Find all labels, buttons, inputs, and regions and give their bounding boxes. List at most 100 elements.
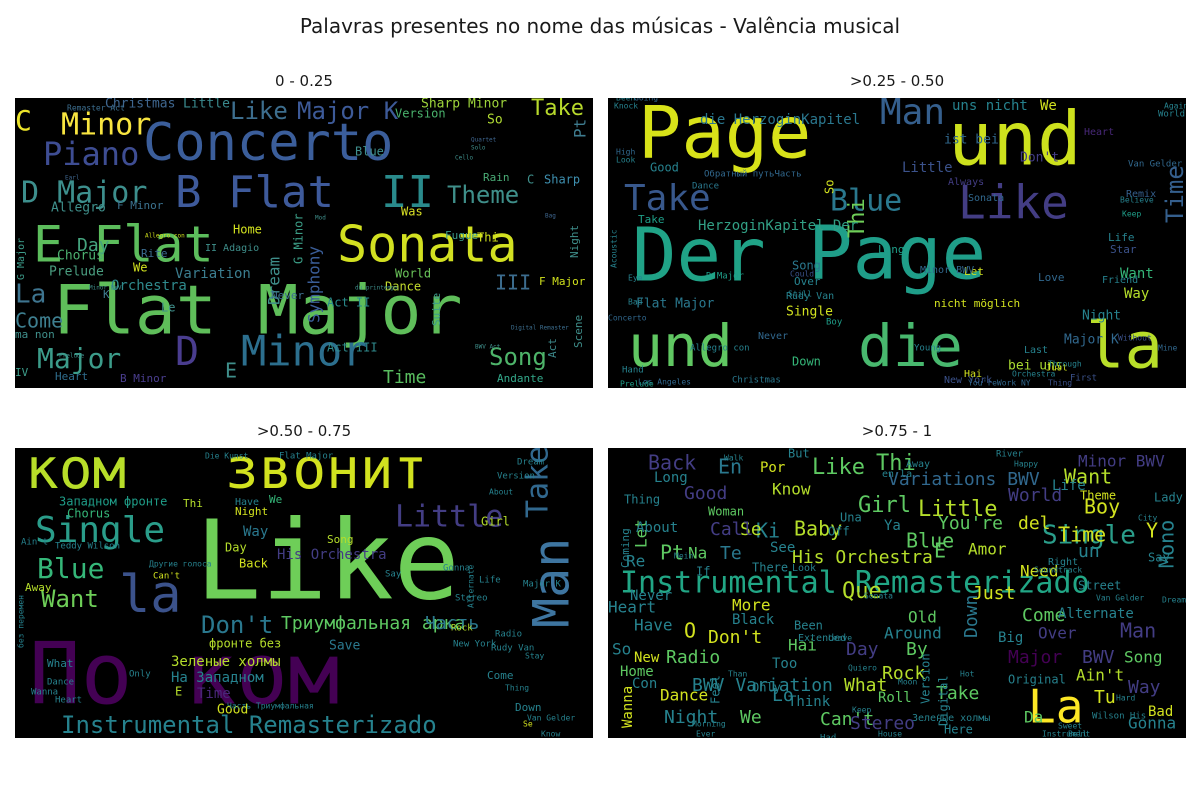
cloud-word: Long	[654, 470, 688, 486]
cloud-word: You'reWork NY	[968, 379, 1031, 388]
cloud-word: Know	[541, 730, 560, 739]
cloud-word: Way	[1124, 286, 1149, 302]
cloud-word: Sonata	[864, 592, 893, 601]
cloud-word: Lady	[1154, 491, 1183, 505]
cloud-word: Moon	[898, 678, 917, 687]
cloud-word: See	[770, 540, 795, 556]
cloud-word: Too	[772, 656, 797, 672]
cloud-word: Earl	[65, 175, 80, 182]
cloud-word: Young	[914, 344, 941, 354]
cloud-word: Dance	[385, 280, 421, 294]
cloud-word: Major	[37, 342, 121, 375]
cloud-word: Stay	[525, 652, 544, 661]
cloud-word: Andante	[497, 372, 543, 385]
cloud-word: Thing	[505, 684, 529, 693]
cloud-word: Major K	[523, 580, 562, 590]
cloud-word: Remix	[1126, 189, 1156, 200]
cloud-word: Right	[1048, 557, 1078, 568]
cloud-word: Love	[1038, 271, 1065, 284]
cloud-word: Around	[884, 624, 942, 643]
cloud-word: High	[616, 148, 635, 157]
cloud-word: Da	[1024, 708, 1043, 727]
cloud-word: du printemps	[355, 285, 399, 292]
cloud-word: Little	[918, 497, 997, 522]
cloud-word: Bad	[1148, 704, 1173, 720]
cloud-word: Thing	[1048, 379, 1072, 388]
cloud-word: So	[487, 113, 503, 128]
cloud-word: un	[1078, 541, 1100, 562]
cloud-word: Save	[329, 639, 360, 654]
cloud-word: Don't	[1020, 151, 1059, 166]
cloud-word: Say	[385, 570, 402, 580]
cloud-word: Life	[479, 576, 501, 586]
cloud-word: So	[823, 180, 837, 194]
cloud-word: en la	[882, 469, 912, 480]
cloud-word: Back	[648, 451, 696, 475]
cloud-word: We	[740, 707, 762, 728]
cloud-word: Amor	[968, 540, 1007, 559]
cloud-word: Hard	[1116, 694, 1135, 703]
cloud-word: Little	[902, 160, 953, 176]
cloud-word: Night	[664, 707, 718, 728]
cloud-word: Digital	[937, 675, 951, 726]
cloud-word: ma non	[15, 328, 55, 341]
cloud-word: uns nicht	[952, 98, 1028, 114]
cloud-word: Que	[842, 579, 882, 604]
cloud-word: Want	[41, 585, 99, 613]
cloud-word: O	[684, 619, 696, 643]
cloud-word: Man	[880, 98, 945, 133]
cloud-word: Version	[497, 472, 535, 482]
cloud-word: Instrumental Remasterizado	[61, 711, 437, 738]
cloud-word: Dream	[517, 458, 544, 468]
cloud-word: Flat Major	[279, 452, 334, 462]
cloud-word: Need	[1020, 562, 1059, 581]
cloud-word: Wanna	[620, 686, 636, 728]
cloud-word: Good	[650, 161, 679, 175]
cloud-word: House	[878, 730, 902, 739]
cloud-word: F Minor	[117, 199, 164, 212]
cloud-word: Van Gelder	[527, 714, 575, 723]
cloud-word: nicht möglich	[934, 297, 1020, 310]
cloud-word: Can't	[820, 709, 874, 730]
cloud-word: Little	[183, 98, 230, 112]
cloud-word: Sharp Minor	[421, 98, 507, 112]
cloud-word: Blue	[830, 184, 902, 219]
cloud-word: Sonata	[337, 216, 518, 274]
cloud-word: Come	[1022, 605, 1065, 626]
cloud-word: Friend	[1102, 275, 1138, 286]
cloud-word: Big	[998, 630, 1023, 646]
panel-title: >0.25 - 0.50	[849, 72, 945, 90]
cloud-word: Christmas	[732, 376, 781, 386]
cloud-word: Concerto	[608, 314, 647, 323]
cloud-word: Page	[808, 211, 986, 297]
cloud-word: Original	[1008, 673, 1066, 687]
cloud-word: En	[718, 455, 742, 479]
cloud-word: Day	[225, 541, 247, 555]
cloud-word: Single	[35, 510, 165, 551]
cloud-word: Обратный путьЧасть	[704, 169, 802, 180]
cloud-word: Let	[964, 265, 984, 278]
cloud-word: Like	[230, 98, 288, 125]
cloud-word: Prelude	[620, 380, 654, 389]
panel-title: 0 - 0.25	[275, 72, 333, 90]
cloud-word: und	[628, 312, 733, 380]
cloud-word: Soundtrack	[1034, 566, 1082, 575]
cloud-word: Зеленые холмы	[912, 713, 990, 724]
cloud-word: D Major	[21, 176, 147, 211]
cloud-word: Ever	[696, 730, 715, 739]
cloud-word: Never	[271, 289, 304, 302]
cloud-word: Song	[1124, 648, 1163, 667]
wordcloud-panel-0.25-0.50: >0.25 - 0.50 Page und Der Page und die la Like M…	[608, 72, 1186, 389]
cloud-word: Home	[620, 664, 654, 680]
cloud-word: New York	[453, 640, 497, 650]
cloud-word: Street	[1078, 579, 1121, 593]
cloud-word: Триумфальная арка	[281, 613, 465, 634]
cloud-word: Solo	[471, 145, 486, 152]
cloud-word: Blue	[37, 552, 104, 585]
cloud-word: Been	[616, 98, 635, 103]
cloud-word: Minor BWV	[89, 285, 122, 292]
cloud-word: Girl	[481, 515, 510, 529]
cloud-word: Single	[1042, 521, 1136, 551]
cloud-word: Tu	[1094, 687, 1116, 708]
cloud-word: Come	[15, 309, 63, 333]
